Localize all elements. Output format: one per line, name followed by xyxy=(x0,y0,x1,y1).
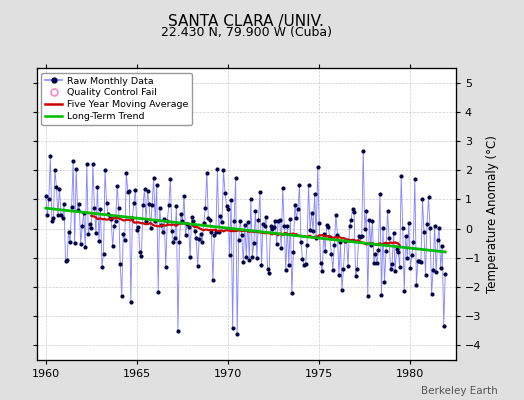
Text: Berkeley Earth: Berkeley Earth xyxy=(421,386,498,396)
Text: 22.430 N, 79.900 W (Cuba): 22.430 N, 79.900 W (Cuba) xyxy=(161,26,332,39)
Legend: Raw Monthly Data, Quality Control Fail, Five Year Moving Average, Long-Term Tren: Raw Monthly Data, Quality Control Fail, … xyxy=(41,73,192,125)
Text: SANTA CLARA /UNIV.: SANTA CLARA /UNIV. xyxy=(168,14,324,29)
Y-axis label: Temperature Anomaly (°C): Temperature Anomaly (°C) xyxy=(486,135,498,293)
